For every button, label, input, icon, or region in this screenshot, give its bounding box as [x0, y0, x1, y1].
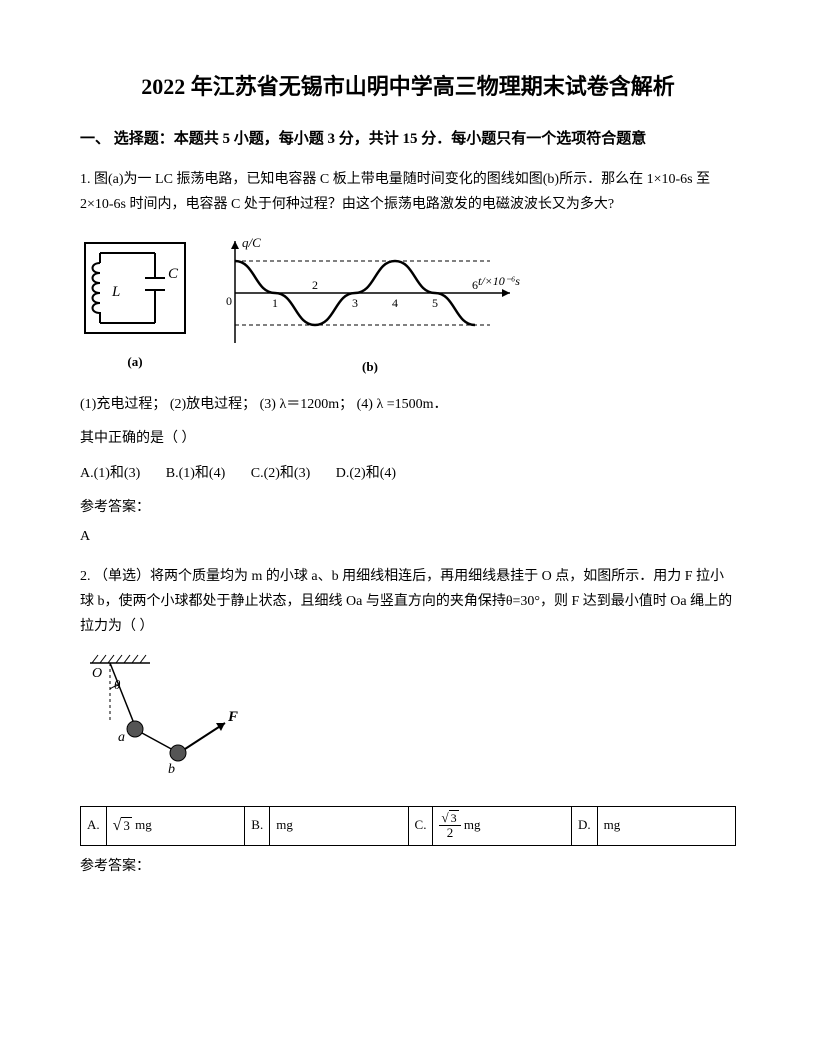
- q1-options: A.(1)和(3) B.(1)和(4) C.(2)和(3) D.(2)和(4): [80, 463, 736, 485]
- q1-option-a: A.(1)和(3): [80, 466, 140, 481]
- q2-opt-a-label: A.: [81, 806, 107, 845]
- q1-number: 1.: [80, 172, 94, 187]
- q2-opt-d-label: D.: [572, 806, 598, 845]
- q1-answer: A: [80, 526, 736, 548]
- q2-opt-c-label: C.: [408, 806, 433, 845]
- q1-prompt: 其中正确的是（ ）: [80, 428, 736, 450]
- section-heading: 一、 选择题：本题共 5 小题，每小题 3 分，共计 15 分．每小题只有一个选…: [80, 127, 736, 151]
- q1-answer-label: 参考答案：: [80, 497, 736, 519]
- q1-option-b: B.(1)和(4): [166, 466, 226, 481]
- q2-opt-a-value: √3 mg: [106, 806, 245, 845]
- svg-text:O: O: [92, 666, 102, 681]
- q2-text: （单选）将两个质量均为 m 的小球 a、b 用细线相连后，再用细线悬挂于 O 点…: [80, 569, 732, 634]
- svg-text:6: 6: [472, 278, 478, 292]
- q2-opt-b-value: mg: [270, 806, 408, 845]
- svg-text:a: a: [118, 730, 125, 745]
- q2-opt-b-label: B.: [245, 806, 270, 845]
- question-1: 1. 图(a)为一 LC 振荡电路，已知电容器 C 板上带电量随时间变化的图线如…: [80, 167, 736, 217]
- xaxis-label: t/×10⁻⁶s: [478, 274, 520, 288]
- svg-text:L: L: [111, 284, 120, 300]
- yaxis-label: q/C: [242, 235, 261, 250]
- q1-option-c: C.(2)和(3): [251, 466, 311, 481]
- q1-text: 图(a)为一 LC 振荡电路，已知电容器 C 板上带电量随时间变化的图线如图(b…: [80, 172, 710, 212]
- q2-opt-d-value: mg: [597, 806, 735, 845]
- q1-option-d: D.(2)和(4): [336, 466, 396, 481]
- svg-text:5: 5: [432, 296, 438, 310]
- svg-text:0: 0: [226, 294, 232, 308]
- page-title: 2022 年江苏省无锡市山明中学高三物理期末试卷含解析: [80, 72, 736, 103]
- svg-text:3: 3: [352, 296, 358, 310]
- q2-number: 2.: [80, 569, 94, 584]
- svg-text:2: 2: [312, 278, 318, 292]
- svg-text:F: F: [227, 709, 238, 725]
- fig-a-label: (a): [127, 352, 142, 373]
- svg-text:4: 4: [392, 296, 398, 310]
- pendulum-icon: O θ a b F: [80, 651, 250, 781]
- q2-figure: O θ a b F: [80, 651, 736, 789]
- q1-figures: L C (a) q/C t/×10⁻⁶s 0 1 2 3 4: [80, 233, 736, 378]
- waveform-icon: q/C t/×10⁻⁶s 0 1 2 3 4 5 6: [210, 233, 530, 353]
- figure-b: q/C t/×10⁻⁶s 0 1 2 3 4 5 6 (b): [210, 233, 530, 378]
- q1-statements: (1)充电过程； (2)放电过程； (3) λ＝1200m； (4) λ =15…: [80, 394, 736, 416]
- question-2: 2. （单选）将两个质量均为 m 的小球 a、b 用细线相连后，再用细线悬挂于 …: [80, 564, 736, 640]
- svg-text:C: C: [168, 266, 179, 282]
- q2-options-table: A. √3 mg B. mg C. √3 2 mg D. mg: [80, 806, 736, 846]
- lc-circuit-icon: L C: [80, 238, 190, 348]
- svg-text:1: 1: [272, 296, 278, 310]
- figure-a: L C (a): [80, 238, 190, 373]
- table-row: A. √3 mg B. mg C. √3 2 mg D. mg: [81, 806, 736, 845]
- q2-opt-c-value: √3 2 mg: [433, 806, 572, 845]
- q2-answer-label: 参考答案：: [80, 856, 736, 878]
- fig-b-label: (b): [362, 357, 378, 378]
- svg-text:b: b: [168, 762, 175, 777]
